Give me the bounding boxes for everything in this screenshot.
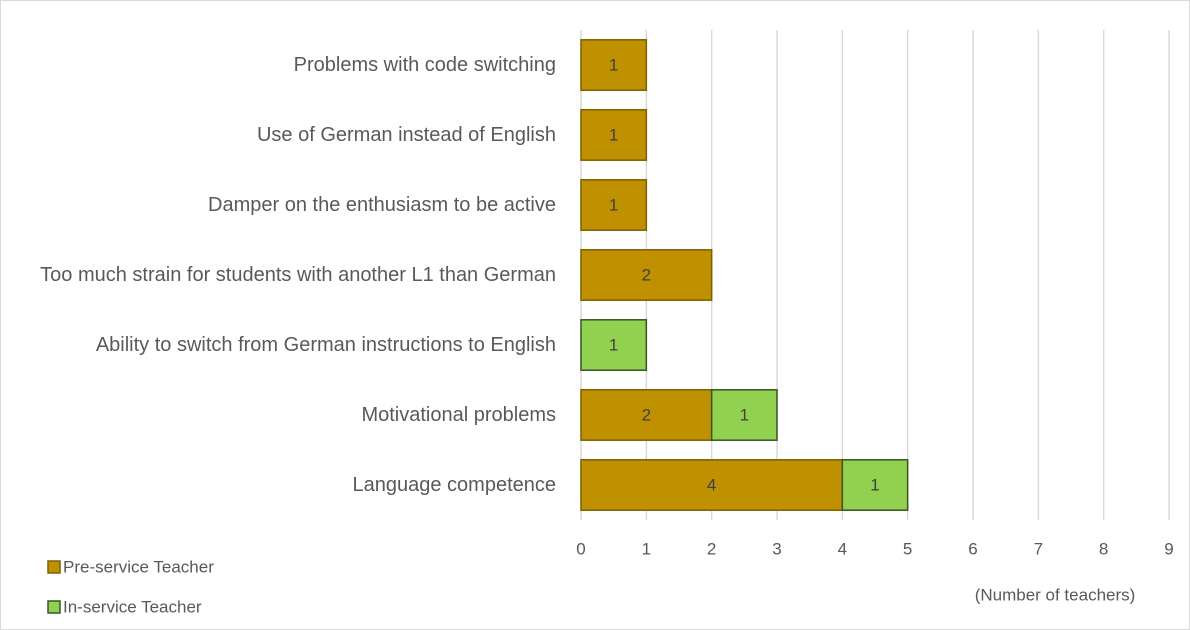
x-tick-label: 5 bbox=[903, 539, 912, 558]
y-tick-label-box: Ability to switch from German instructio… bbox=[0, 310, 556, 380]
x-tick-label: 3 bbox=[772, 539, 781, 558]
y-tick-label: Problems with code switching bbox=[293, 53, 556, 76]
bar bbox=[580, 249, 713, 301]
data-label: 1 bbox=[609, 195, 618, 214]
data-label: 1 bbox=[609, 55, 618, 74]
y-tick-label: Motivational problems bbox=[361, 403, 556, 426]
y-tick-label: Ability to switch from German instructio… bbox=[95, 333, 556, 356]
y-tick-label-box: Language competence bbox=[0, 450, 557, 520]
y-tick-label-box: Use of German instead of English bbox=[0, 100, 556, 170]
bar bbox=[580, 459, 844, 511]
x-tick-label: 6 bbox=[968, 539, 977, 558]
y-tick-label-box: Motivational problems bbox=[0, 380, 556, 450]
y-tick-label: Too much strain for students with anothe… bbox=[40, 263, 556, 286]
y-tick-label: Damper on the enthusiasm to be active bbox=[208, 193, 556, 216]
bar bbox=[580, 109, 648, 161]
bar bbox=[580, 389, 713, 441]
x-tick-label: 8 bbox=[1099, 539, 1108, 558]
y-tick-label-box: Damper on the enthusiasm to be active bbox=[0, 170, 556, 240]
bar bbox=[580, 39, 648, 91]
data-label: 1 bbox=[609, 335, 618, 354]
bar bbox=[580, 179, 648, 231]
x-tick-label: 7 bbox=[1034, 539, 1043, 558]
legend-label: Pre-service Teacher bbox=[63, 557, 214, 576]
data-label: 2 bbox=[642, 265, 651, 284]
legend-label: In-service Teacher bbox=[63, 597, 202, 616]
y-tick-label: Use of German instead of English bbox=[256, 123, 556, 146]
x-tick-label: 1 bbox=[642, 539, 651, 558]
bar bbox=[710, 389, 778, 441]
bar bbox=[841, 459, 909, 511]
x-tick-label: 0 bbox=[576, 539, 585, 558]
data-label: 1 bbox=[609, 125, 618, 144]
x-axis-label: (Number of teachers) bbox=[975, 585, 1136, 604]
data-label: 1 bbox=[870, 475, 879, 494]
x-tick-label: 2 bbox=[707, 539, 716, 558]
x-tick-label: 9 bbox=[1164, 539, 1173, 558]
bar bbox=[580, 319, 648, 371]
x-tick-label: 4 bbox=[838, 539, 847, 558]
legend-swatch bbox=[47, 560, 61, 574]
data-label: 4 bbox=[707, 475, 716, 494]
legend-swatch bbox=[47, 600, 61, 614]
y-tick-label-box: Problems with code switching bbox=[0, 30, 556, 100]
data-label: 2 bbox=[642, 405, 651, 424]
y-tick-label-box: Too much strain for students with anothe… bbox=[0, 240, 556, 310]
y-tick-label: Language competence bbox=[352, 473, 557, 496]
data-label: 1 bbox=[740, 405, 749, 424]
